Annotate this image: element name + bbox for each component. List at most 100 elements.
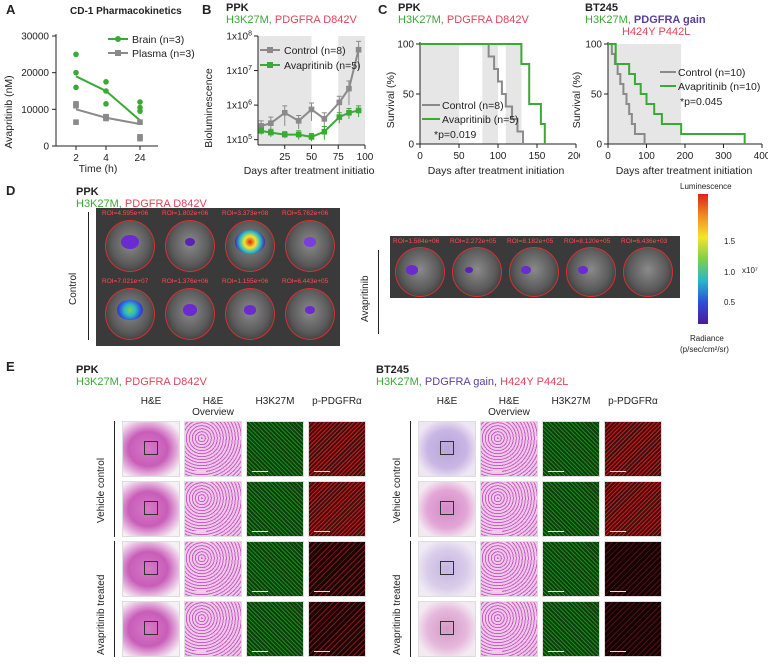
- scale-bar: [548, 471, 564, 472]
- panel-d-letter: D: [6, 183, 16, 198]
- scale-bar: [252, 651, 268, 652]
- scale-bar: [610, 471, 626, 472]
- scale-bar: [252, 531, 268, 532]
- right-histology-image: [418, 421, 476, 477]
- cr-xtick-label: 0: [605, 151, 611, 162]
- radiance-label: Radiance: [690, 334, 724, 343]
- scale-bar: [190, 591, 206, 592]
- right-row-group-vehicle: Vehicle control: [392, 457, 403, 523]
- panel-d-control-label: Control: [68, 272, 79, 305]
- left-histology-image: [122, 421, 180, 477]
- treated-mouse-image: [395, 247, 445, 297]
- cl-ytick-label: 100: [397, 40, 414, 51]
- b-xtick-label: 75: [333, 152, 345, 163]
- cr-xtick-label: 300: [715, 151, 732, 162]
- bioluminescence-signal: [406, 265, 418, 275]
- scale-bar: [486, 471, 502, 472]
- bioluminescence-signal: [244, 305, 256, 315]
- brain-point: [73, 69, 79, 76]
- panel-c-right-legend: Control (n=10) Avapritinib (n=10) *p=0.0…: [660, 67, 760, 108]
- treated-mouse-image: [452, 247, 502, 297]
- left-histology-image: [246, 481, 304, 537]
- right-histology-image: [480, 601, 538, 657]
- left-row-group-treated: Avapritinib treated: [96, 574, 107, 655]
- legend-plasma: Plasma (n=3): [132, 48, 195, 60]
- scale-bar: [314, 591, 330, 592]
- panel-c-right-xlabel: Days after treatment initiation: [616, 165, 753, 177]
- left-histology-image: [122, 541, 180, 597]
- plasma-point: [73, 102, 79, 109]
- panel-c-left-genotype: H3K27M, PDGFRA D842V: [398, 14, 529, 26]
- bioluminescence-signal: [465, 266, 473, 274]
- brain-point: [103, 79, 109, 85]
- control-roi-label: ROI=7.021e+07: [102, 278, 149, 285]
- scale-bar: [252, 471, 268, 472]
- b-ytick-label: 1x108: [226, 31, 252, 43]
- left-histology-image: [308, 601, 366, 657]
- right-histology-image: [542, 541, 600, 597]
- b-avapritinib-point: [268, 129, 274, 136]
- right-histology-image: [418, 541, 476, 597]
- cl-xtick-label: 200: [568, 151, 580, 162]
- left-histology-image: [184, 481, 242, 537]
- right-histology-image: [604, 541, 662, 597]
- panel-b-ylabel: Bioluminescence: [203, 68, 215, 148]
- right-histology-image: [542, 421, 600, 477]
- overview-region-box: [440, 441, 454, 455]
- left-column-header: H3K27M: [255, 396, 295, 407]
- control-roi-label: ROI=1.155e+06: [222, 278, 269, 285]
- pvalue-cl: *p=0.019: [434, 129, 476, 141]
- treated-roi-label: ROI=1.584e+06: [393, 238, 440, 245]
- cr-xtick-label: 100: [638, 151, 655, 162]
- right-histology-image: [604, 601, 662, 657]
- control-mouse-image: [165, 220, 215, 272]
- b-ytick-label: 1x106: [226, 100, 252, 112]
- left-histology-image: [184, 541, 242, 597]
- panel-c-left-model: PPK: [398, 2, 421, 14]
- scale-bar: [548, 531, 564, 532]
- panel-b-legend: Control (n=8) Avapritinib (n=5): [260, 45, 361, 72]
- b-avapritinib-point: [321, 128, 328, 135]
- bioluminescence-signal: [521, 266, 531, 274]
- overview-region-box: [440, 561, 454, 575]
- control-roi-label: ROI=4.595e+06: [102, 210, 149, 217]
- legend-cr-treat: Avapritinib (n=10): [678, 81, 760, 93]
- b-ytick-label: 1x105: [226, 134, 252, 146]
- panel-e-letter: E: [6, 359, 15, 374]
- scale-bar: [610, 531, 626, 532]
- panel-c-left-ylabel: Survival (%): [385, 72, 397, 129]
- treated-mouse-image: [623, 247, 673, 297]
- scale-bar: [190, 471, 206, 472]
- left-histology-image: [246, 601, 304, 657]
- b-avapritinib-point: [355, 107, 362, 114]
- panel-c-left-chart: Survival (%) 0 50 100 0 50 100 150 200 Days af…: [385, 40, 580, 178]
- control-roi-label: ROI=3.373e+08: [222, 210, 269, 217]
- a-ytick-label: 30000: [21, 32, 49, 43]
- pvalue-cr: *p=0.045: [680, 96, 722, 108]
- panel-c-letter: C: [378, 2, 388, 17]
- panel-a-title: CD-1 Pharmacokinetics: [70, 6, 182, 17]
- bioluminescence-signal: [121, 234, 139, 250]
- radiance-unit: (p/sec/cm²/sr): [680, 345, 729, 354]
- panel-b-model: PPK: [226, 2, 249, 14]
- overview-region-box: [144, 621, 158, 635]
- cl-xtick-label: 150: [529, 151, 546, 162]
- b-control-point: [321, 116, 328, 122]
- panel-a-legend: Brain (n=3) Plasma (n=3): [108, 34, 195, 60]
- left-histology-image: [184, 601, 242, 657]
- legend-brain: Brain (n=3): [132, 34, 184, 46]
- colorbar-tick-3: 0.5: [724, 298, 736, 307]
- scale-bar: [252, 591, 268, 592]
- cl-ytick-label: 0: [408, 140, 414, 151]
- scale-bar: [486, 591, 502, 592]
- b-xtick-label: 25: [279, 152, 291, 163]
- cl-xtick-label: 100: [490, 151, 507, 162]
- right-row-group-treated: Avapritinib treated: [392, 574, 403, 655]
- cl-xtick-label: 50: [453, 151, 465, 162]
- b-xtick-label: 100: [357, 152, 374, 163]
- overview-region-box: [144, 501, 158, 515]
- control-roi-label: ROI=5.762e+06: [282, 210, 329, 217]
- b-avapritinib-point: [308, 134, 315, 140]
- treated-roi-label: ROI=8.182e+05: [507, 238, 554, 245]
- legend-cl-treat: Avapritinib (n=5): [442, 114, 519, 126]
